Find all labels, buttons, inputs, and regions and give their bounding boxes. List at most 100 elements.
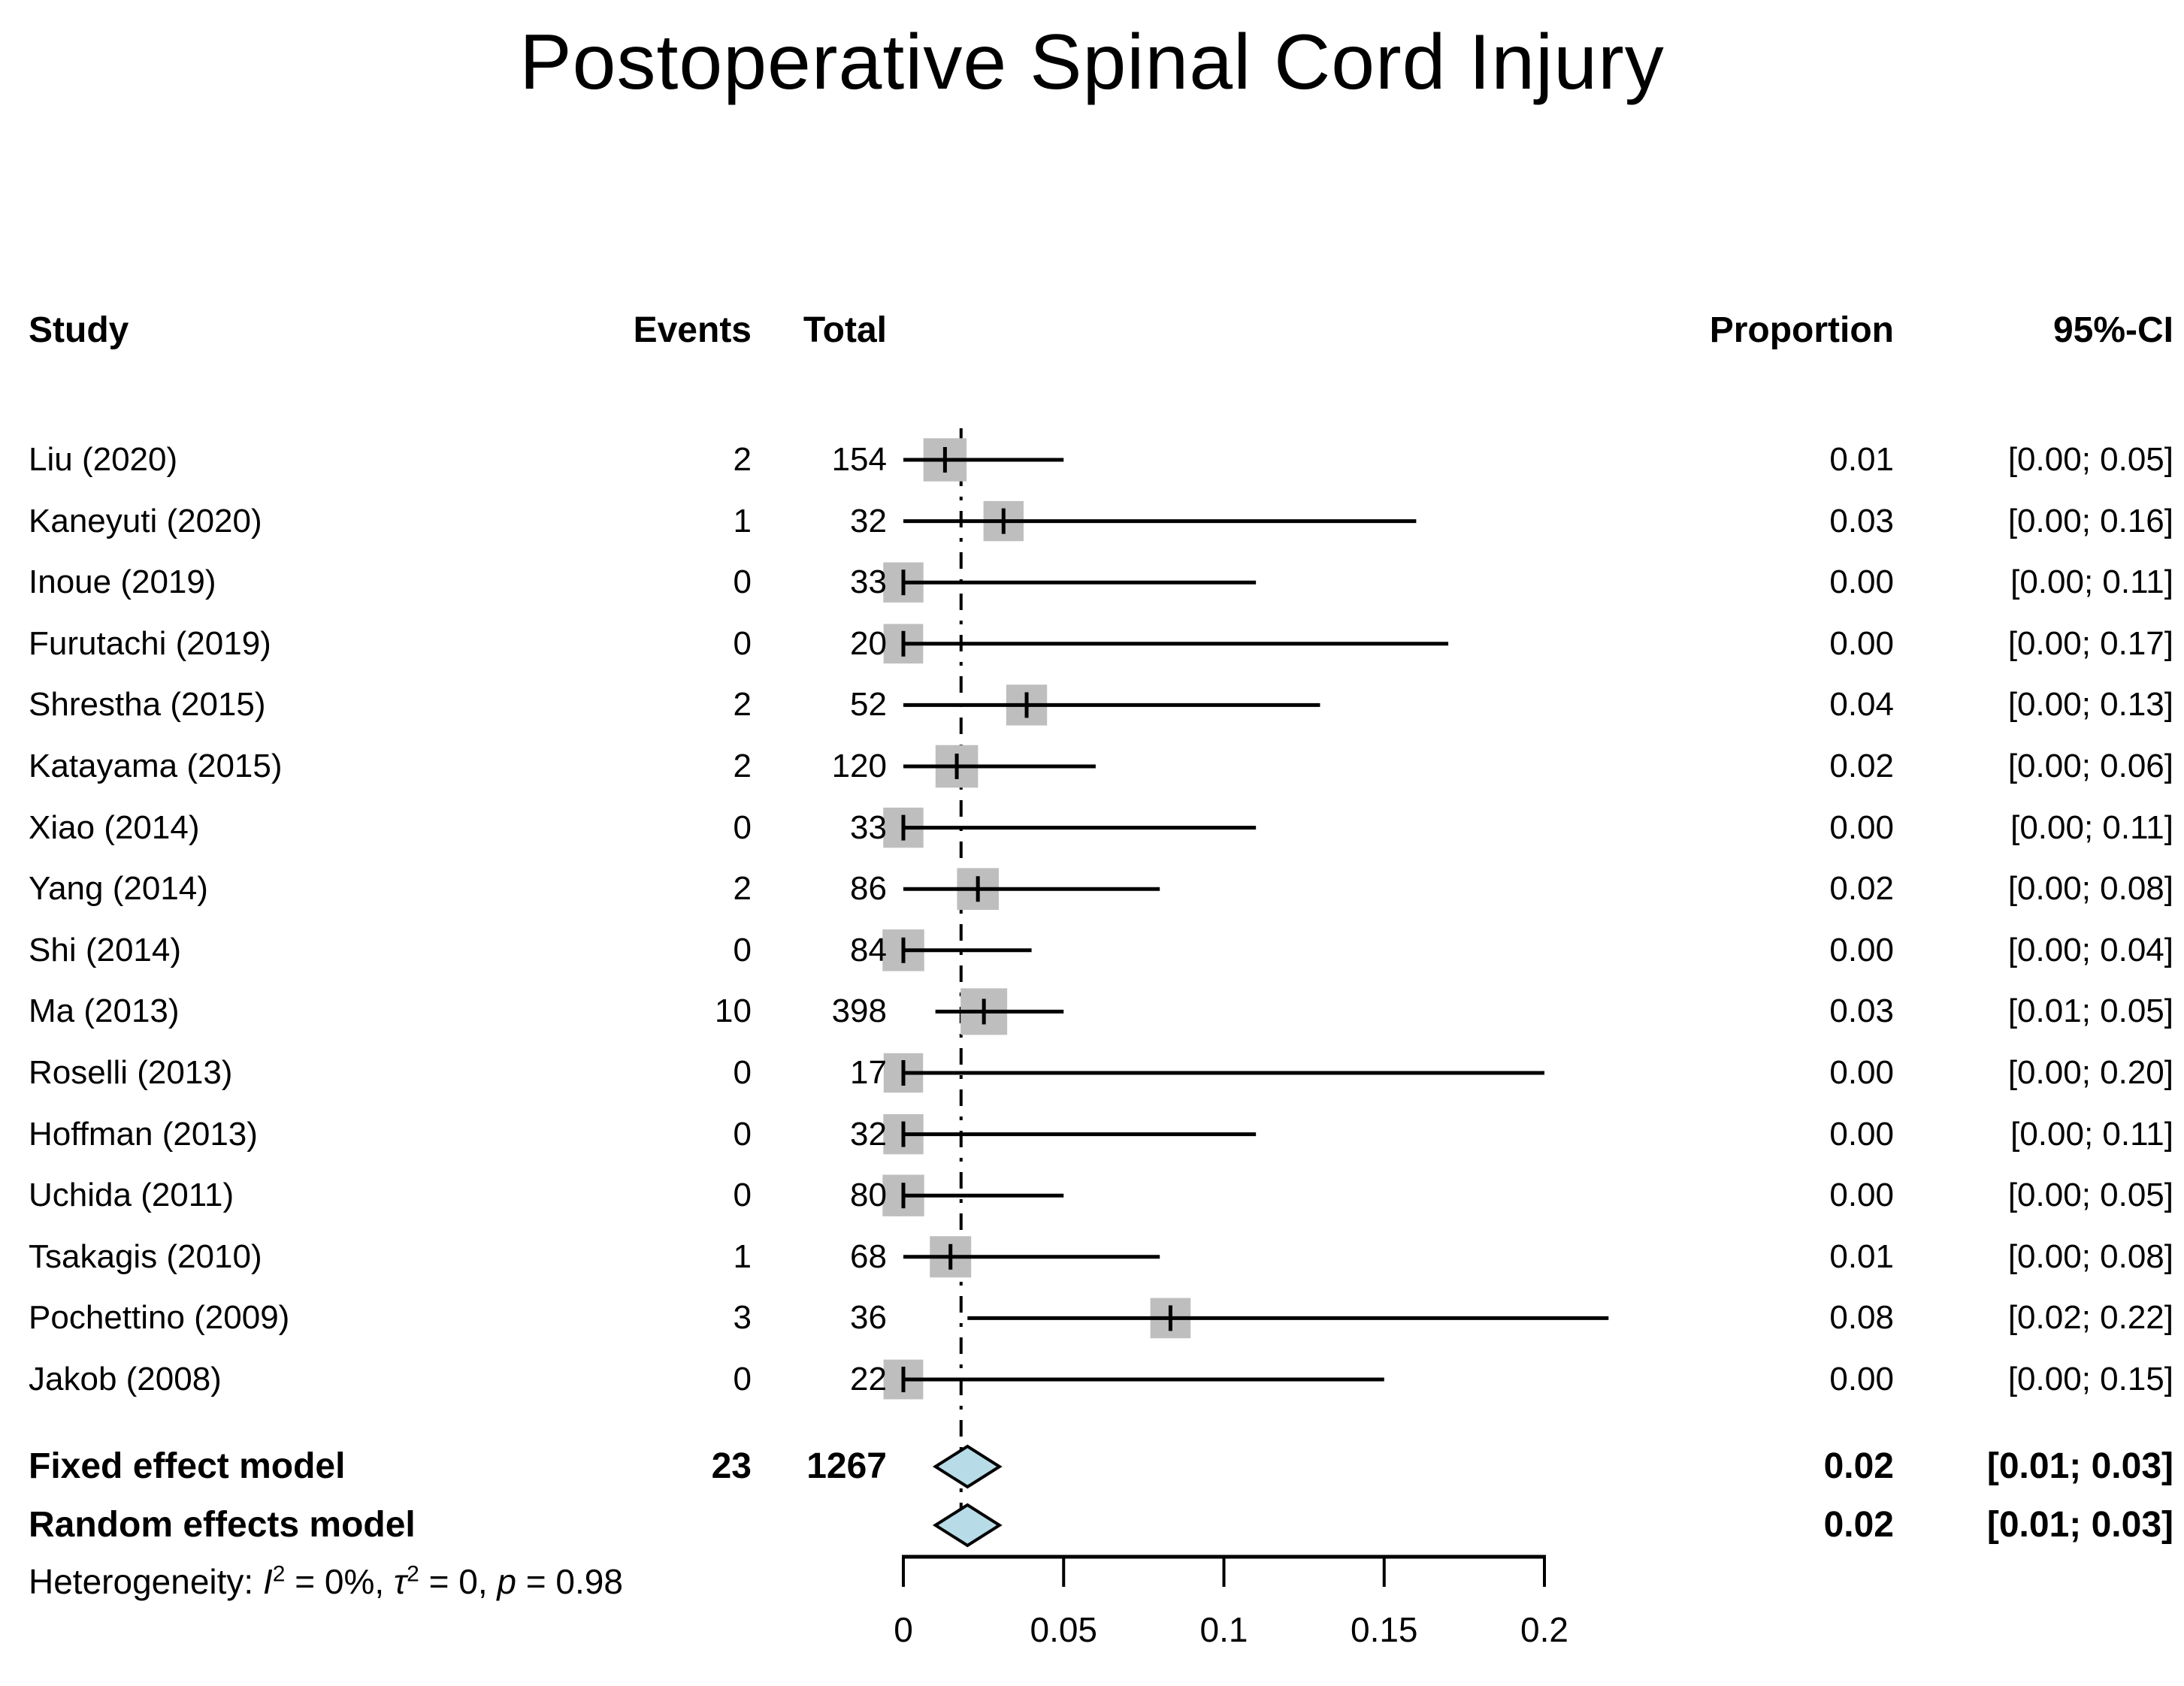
column-header-proportion: Proportion — [1709, 310, 1894, 350]
study-ci: [0.00; 0.04] — [2007, 931, 2173, 968]
study-ci: [0.00; 0.17] — [2007, 624, 2173, 662]
study-ci: [0.00; 0.06] — [2007, 748, 2173, 784]
study-events: 0 — [733, 1177, 752, 1214]
study-proportion: 0.00 — [1829, 808, 1894, 846]
study-row: Hoffman (2013) 0 32 0.00 [0.00; 0.11] — [0, 1104, 2184, 1165]
study-events: 2 — [733, 748, 752, 784]
study-events: 1 — [733, 502, 752, 539]
study-label: Katayama (2015) — [29, 748, 283, 784]
study-proportion: 0.00 — [1829, 1054, 1894, 1091]
study-events: 0 — [733, 808, 752, 846]
study-total: 32 — [850, 1115, 887, 1153]
study-ci: [0.00; 0.20] — [2007, 1054, 2173, 1091]
heterogeneity-note: Heterogeneity: I2 = 0%, τ2 = 0, p = 0.98 — [29, 1551, 968, 1612]
tau-squared-value: = 0, — [419, 1562, 498, 1601]
study-proportion: 0.00 — [1829, 624, 1894, 662]
study-events: 2 — [733, 686, 752, 724]
study-label: Liu (2020) — [29, 441, 178, 478]
study-total: 32 — [850, 502, 887, 539]
study-events: 0 — [733, 564, 752, 601]
tau-squared-exponent: 2 — [407, 1561, 419, 1587]
study-total: 36 — [850, 1299, 887, 1337]
study-events: 0 — [733, 931, 752, 968]
study-events: 0 — [733, 1054, 752, 1091]
study-events: 0 — [733, 1115, 752, 1153]
study-row: Liu (2020) 2 154 0.01 [0.00; 0.05] — [0, 429, 2184, 491]
study-label: Kaneyuti (2020) — [29, 502, 262, 539]
tau-squared-symbol: τ — [393, 1562, 407, 1601]
study-proportion: 0.00 — [1829, 1361, 1894, 1397]
study-ci: [0.00; 0.08] — [2007, 870, 2173, 908]
study-row: Ma (2013) 10 398 0.03 [0.01; 0.05] — [0, 980, 2184, 1042]
study-ci: [0.00; 0.11] — [2010, 808, 2173, 846]
fixed-effect-diamond — [932, 1444, 1003, 1489]
heterogeneity-prefix: Heterogeneity: — [29, 1562, 263, 1601]
study-events: 0 — [733, 624, 752, 662]
study-ci: [0.00; 0.13] — [2007, 686, 2173, 724]
study-ci: [0.00; 0.11] — [2010, 1115, 2173, 1153]
random-effects-proportion: 0.02 — [1823, 1505, 1894, 1545]
study-row: Jakob (2008) 0 22 0.00 [0.00; 0.15] — [0, 1349, 2184, 1410]
study-label: Shrestha (2015) — [29, 686, 266, 724]
study-label: Hoffman (2013) — [29, 1115, 258, 1153]
column-header-total: Total — [803, 310, 887, 350]
study-row: Xiao (2014) 0 33 0.00 [0.00; 0.11] — [0, 797, 2184, 859]
x-axis-tick-label: 0.05 — [1030, 1610, 1097, 1649]
study-label: Ma (2013) — [29, 993, 180, 1030]
study-events: 2 — [733, 441, 752, 478]
study-ci: [0.00; 0.08] — [2007, 1237, 2173, 1275]
i-squared-exponent: 2 — [272, 1561, 286, 1587]
study-proportion: 0.04 — [1829, 686, 1894, 724]
study-total: 80 — [850, 1177, 887, 1214]
study-ci: [0.00; 0.11] — [2010, 564, 2173, 601]
study-total: 22 — [850, 1361, 887, 1397]
x-axis-tick-label: 0.2 — [1520, 1610, 1568, 1649]
fixed-effect-ci: [0.01; 0.03] — [1986, 1446, 2173, 1486]
p-value: = 0.98 — [516, 1562, 623, 1601]
study-row: Shrestha (2015) 2 52 0.04 [0.00; 0.13] — [0, 674, 2184, 736]
study-ci: [0.00; 0.15] — [2007, 1361, 2173, 1397]
fixed-effect-proportion: 0.02 — [1823, 1446, 1894, 1486]
study-events: 1 — [733, 1237, 752, 1275]
study-label: Tsakagis (2010) — [29, 1237, 262, 1275]
study-label: Inoue (2019) — [29, 564, 216, 601]
column-header-events: Events — [633, 310, 752, 350]
study-total: 17 — [850, 1054, 887, 1091]
x-axis-tick-label: 0.15 — [1351, 1610, 1418, 1649]
study-total: 86 — [850, 870, 887, 908]
study-label: Uchida (2011) — [29, 1177, 234, 1214]
random-effects-row: Random effects model 0.02 [0.01; 0.03] — [0, 1494, 2184, 1556]
study-total: 33 — [850, 808, 887, 846]
study-proportion: 0.03 — [1829, 993, 1894, 1030]
study-label: Jakob (2008) — [29, 1361, 222, 1397]
study-label: Shi (2014) — [29, 931, 182, 968]
study-label: Pochettino (2009) — [29, 1299, 290, 1337]
p-symbol: p — [497, 1562, 516, 1601]
study-row: Pochettino (2009) 3 36 0.08 [0.02; 0.22] — [0, 1287, 2184, 1349]
i-squared-value: = 0%, — [285, 1562, 394, 1601]
study-total: 398 — [831, 993, 887, 1030]
study-label: Yang (2014) — [29, 870, 208, 908]
study-total: 20 — [850, 624, 887, 662]
study-row: Furutachi (2019) 0 20 0.00 [0.00; 0.17] — [0, 613, 2184, 675]
i-squared-symbol: I — [262, 1562, 273, 1601]
study-ci: [0.00; 0.05] — [2007, 1177, 2173, 1214]
study-total: 84 — [850, 931, 887, 968]
study-events: 10 — [715, 993, 752, 1030]
study-total: 154 — [831, 441, 887, 478]
study-row: Shi (2014) 0 84 0.00 [0.00; 0.04] — [0, 920, 2184, 981]
x-axis-tick-label: 0 — [894, 1610, 913, 1649]
study-row: Kaneyuti (2020) 1 32 0.03 [0.00; 0.16] — [0, 491, 2184, 552]
study-row: Katayama (2015) 2 120 0.02 [0.00; 0.06] — [0, 736, 2184, 797]
study-total: 33 — [850, 564, 887, 601]
study-label: Xiao (2014) — [29, 808, 200, 846]
study-ci: [0.01; 0.05] — [2007, 993, 2173, 1030]
study-proportion: 0.00 — [1829, 1115, 1894, 1153]
study-proportion: 0.01 — [1829, 441, 1894, 478]
random-effects-label: Random effects model — [29, 1505, 416, 1545]
study-ci: [0.00; 0.05] — [2007, 441, 2173, 478]
x-axis-tick-label: 0.1 — [1200, 1610, 1248, 1649]
column-header-study: Study — [29, 310, 129, 350]
